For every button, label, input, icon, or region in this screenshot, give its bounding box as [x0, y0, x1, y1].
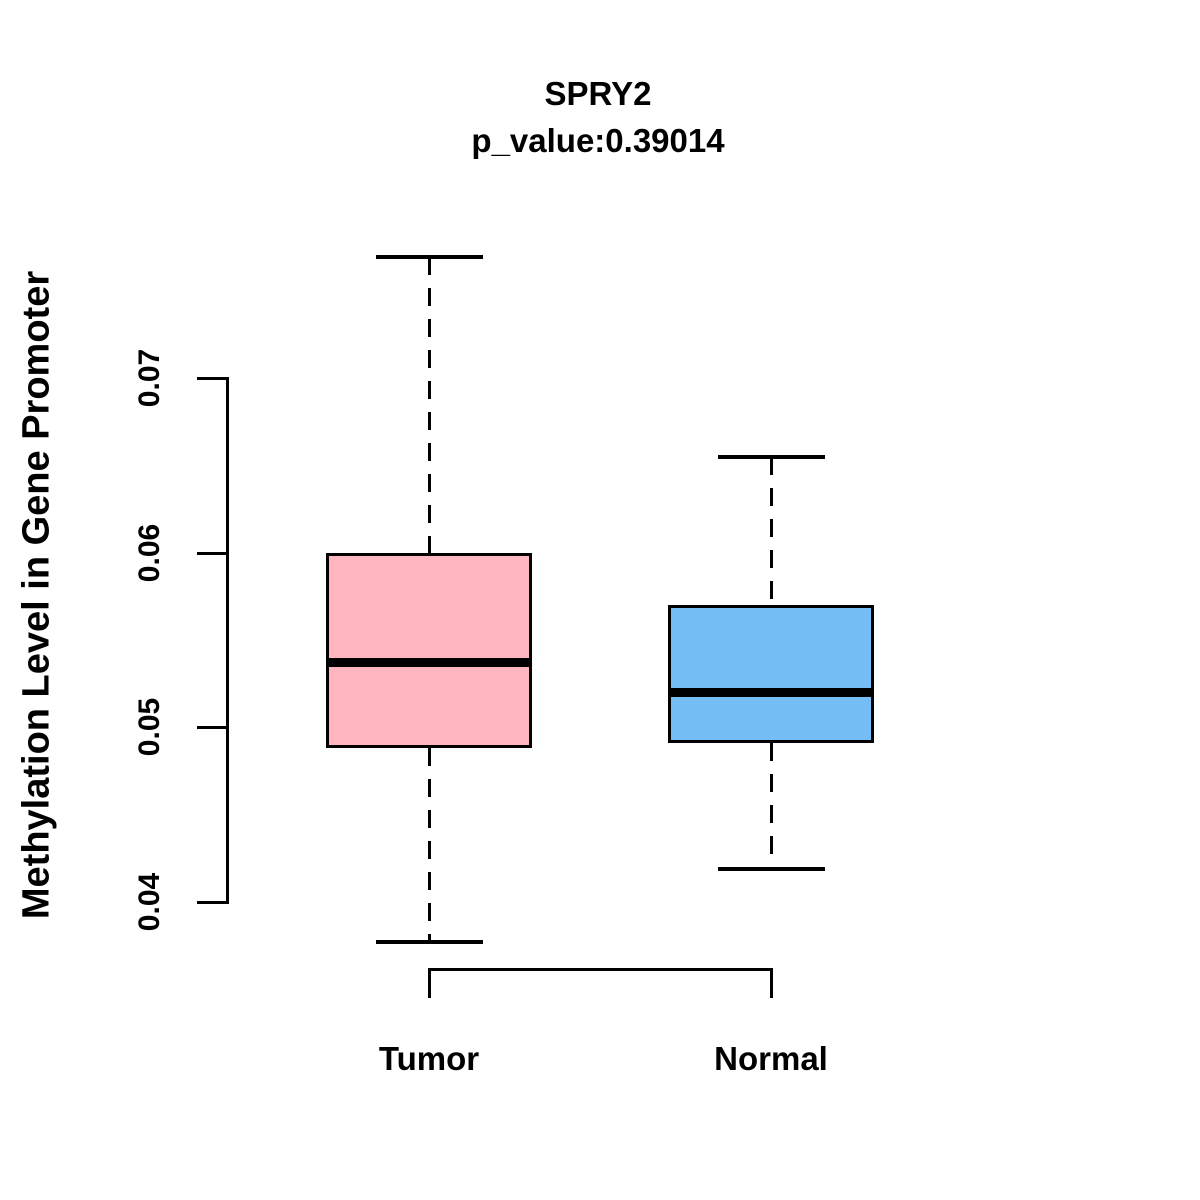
upper-whisker-line	[769, 456, 773, 606]
iqr-box-tumor	[326, 552, 532, 749]
iqr-box-normal	[668, 605, 874, 744]
lower-whisker-line	[769, 743, 773, 869]
median-line	[326, 658, 532, 668]
y-tick-label: 0.05	[133, 698, 166, 757]
x-axis-tick	[428, 968, 431, 998]
y-axis-tick	[197, 901, 226, 904]
upper-whisker-line	[427, 257, 431, 553]
chart-subtitle-pvalue: p_value:0.39014	[471, 122, 725, 159]
x-category-label-normal: Normal	[714, 1040, 828, 1077]
lower-whisker-line	[427, 748, 431, 943]
lower-whisker-cap	[717, 866, 825, 871]
y-axis-tick	[197, 377, 226, 380]
chart-title: SPRY2	[544, 75, 652, 112]
y-tick-label: 0.06	[133, 523, 166, 582]
upper-whisker-cap	[717, 454, 825, 459]
median-line	[668, 687, 874, 697]
y-tick-label: 0.04	[133, 872, 166, 932]
x-axis-line	[428, 968, 773, 971]
y-axis-line	[226, 377, 229, 904]
upper-whisker-cap	[375, 255, 483, 260]
x-axis-tick	[770, 968, 773, 998]
y-axis-tick	[197, 726, 226, 730]
y-axis-tick	[197, 551, 226, 555]
y-axis-title: Methylation Level in Gene Promoter	[15, 270, 58, 920]
x-category-label-tumor: Tumor	[378, 1040, 480, 1077]
lower-whisker-cap	[375, 940, 483, 945]
y-tick-label: 0.07	[133, 348, 166, 408]
